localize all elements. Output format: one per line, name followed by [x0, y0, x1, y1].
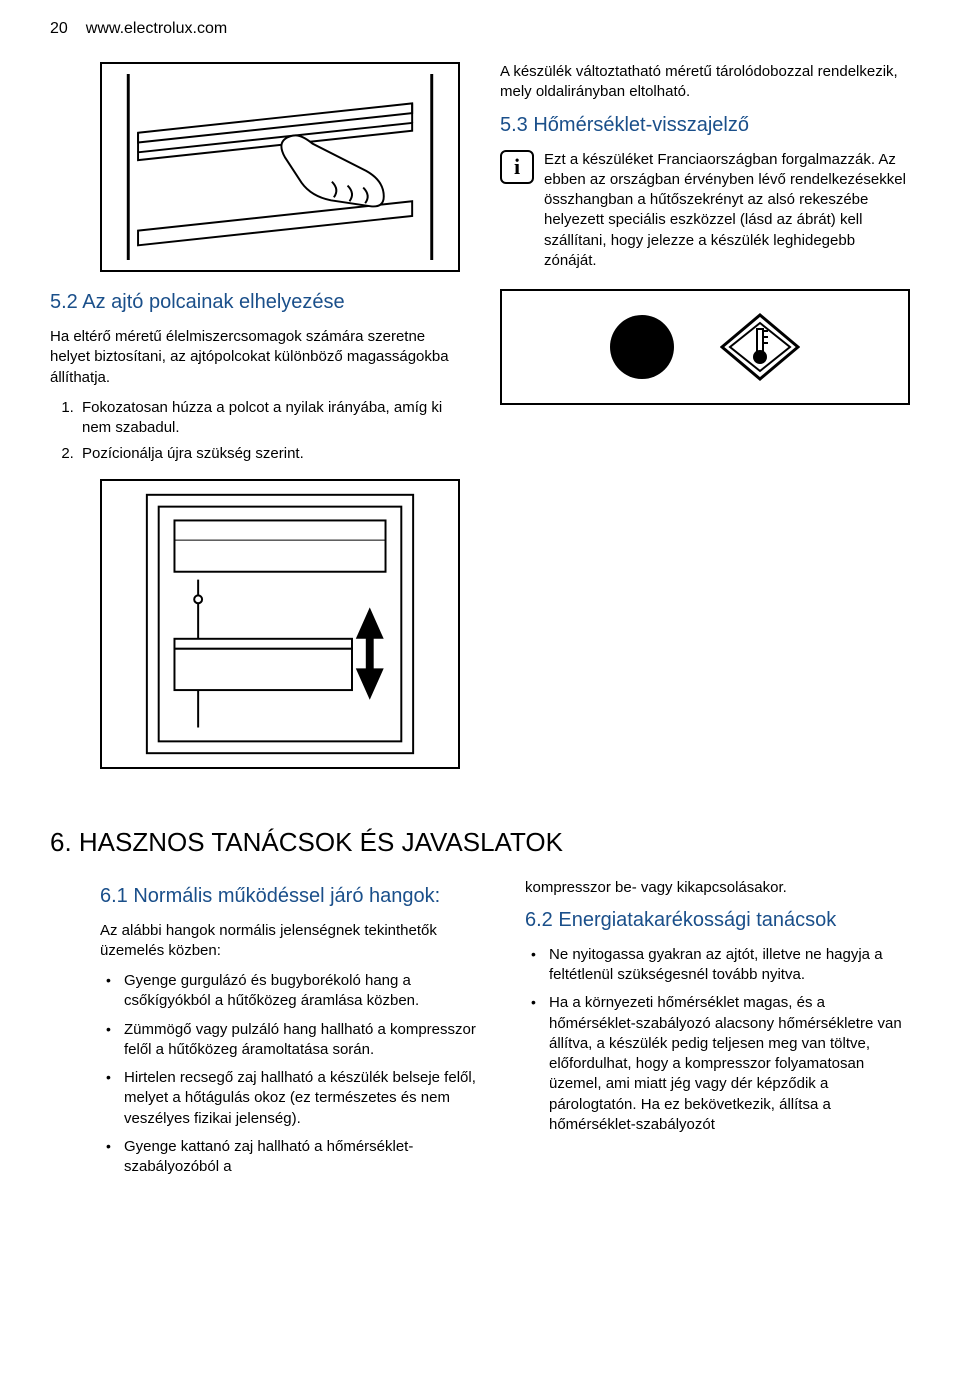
page-number: 20 [50, 20, 68, 38]
indicator-dot-icon [610, 315, 674, 379]
illustration-door [100, 479, 460, 769]
heading-5-3: 5.3 Hőmérséklet-visszajelző [500, 113, 910, 138]
sec6-left: 6.1 Normális működéssel járó hangok: Az … [100, 874, 485, 1186]
door-svg [102, 481, 458, 767]
info-row: i Ezt a készüléket Franciaországban forg… [500, 150, 910, 272]
list-5-2: Fokozatosan húzza a polcot a nyilak irán… [50, 398, 460, 465]
section6-columns: 6.1 Normális működéssel járó hangok: Az … [50, 874, 910, 1186]
top-right-col: A készülék változtatható méretű tárolódo… [500, 62, 910, 787]
thermometer-diamond-icon [720, 313, 800, 381]
shelf-svg [112, 74, 448, 260]
para-5-2: Ha eltérő méretű élelmiszercsomagok szám… [50, 327, 460, 388]
heading-6: 6. HASZNOS TANÁCSOK ÉS JAVASLATOK [50, 827, 910, 858]
list-item: Hirtelen recsegő zaj hallható a készülék… [120, 1068, 485, 1129]
para-right-top: kompresszor be- vagy kikapcsolásakor. [525, 878, 910, 898]
indicator-illustration [500, 289, 910, 405]
top-left-col: 5.2 Az ajtó polcainak elhelyezése Ha elt… [50, 62, 460, 787]
list-item: Gyenge kattanó zaj hallható a hőmérsékle… [120, 1137, 485, 1178]
heading-6-2: 6.2 Energiatakarékossági tanácsok [525, 908, 910, 933]
list-item: Pozícionálja újra szükség szerint. [78, 444, 460, 464]
list-item: Ne nyitogassa gyakran az ajtót, illetve … [545, 945, 910, 986]
para-6-1: Az alábbi hangok normális jelenségnek te… [100, 921, 485, 962]
info-icon: i [500, 150, 534, 184]
list-item: Fokozatosan húzza a polcot a nyilak irán… [78, 398, 460, 439]
top-columns: 5.2 Az ajtó polcainak elhelyezése Ha elt… [50, 62, 910, 787]
list-item: Gyenge gurgulázó és bugyborékoló hang a … [120, 971, 485, 1012]
list-6-1: Gyenge gurgulázó és bugyborékoló hang a … [100, 971, 485, 1177]
heading-5-2: 5.2 Az ajtó polcainak elhelyezése [50, 290, 460, 315]
sec6-right: kompresszor be- vagy kikapcsolásakor. 6.… [525, 874, 910, 1186]
illustration-shelf [100, 62, 460, 272]
heading-6-1: 6.1 Normális működéssel járó hangok: [100, 884, 485, 909]
page-header: 20 www.electrolux.com [50, 20, 910, 38]
list-6-2: Ne nyitogassa gyakran az ajtót, illetve … [525, 945, 910, 1135]
list-item: Zümmögő vagy pulzáló hang hallható a kom… [120, 1020, 485, 1061]
para-intro-right: A készülék változtatható méretű tárolódo… [500, 62, 910, 103]
list-item: Ha a környezeti hőmérséklet magas, és a … [545, 993, 910, 1135]
page-url: www.electrolux.com [86, 20, 227, 38]
info-text: Ezt a készüléket Franciaországban forgal… [544, 150, 910, 272]
